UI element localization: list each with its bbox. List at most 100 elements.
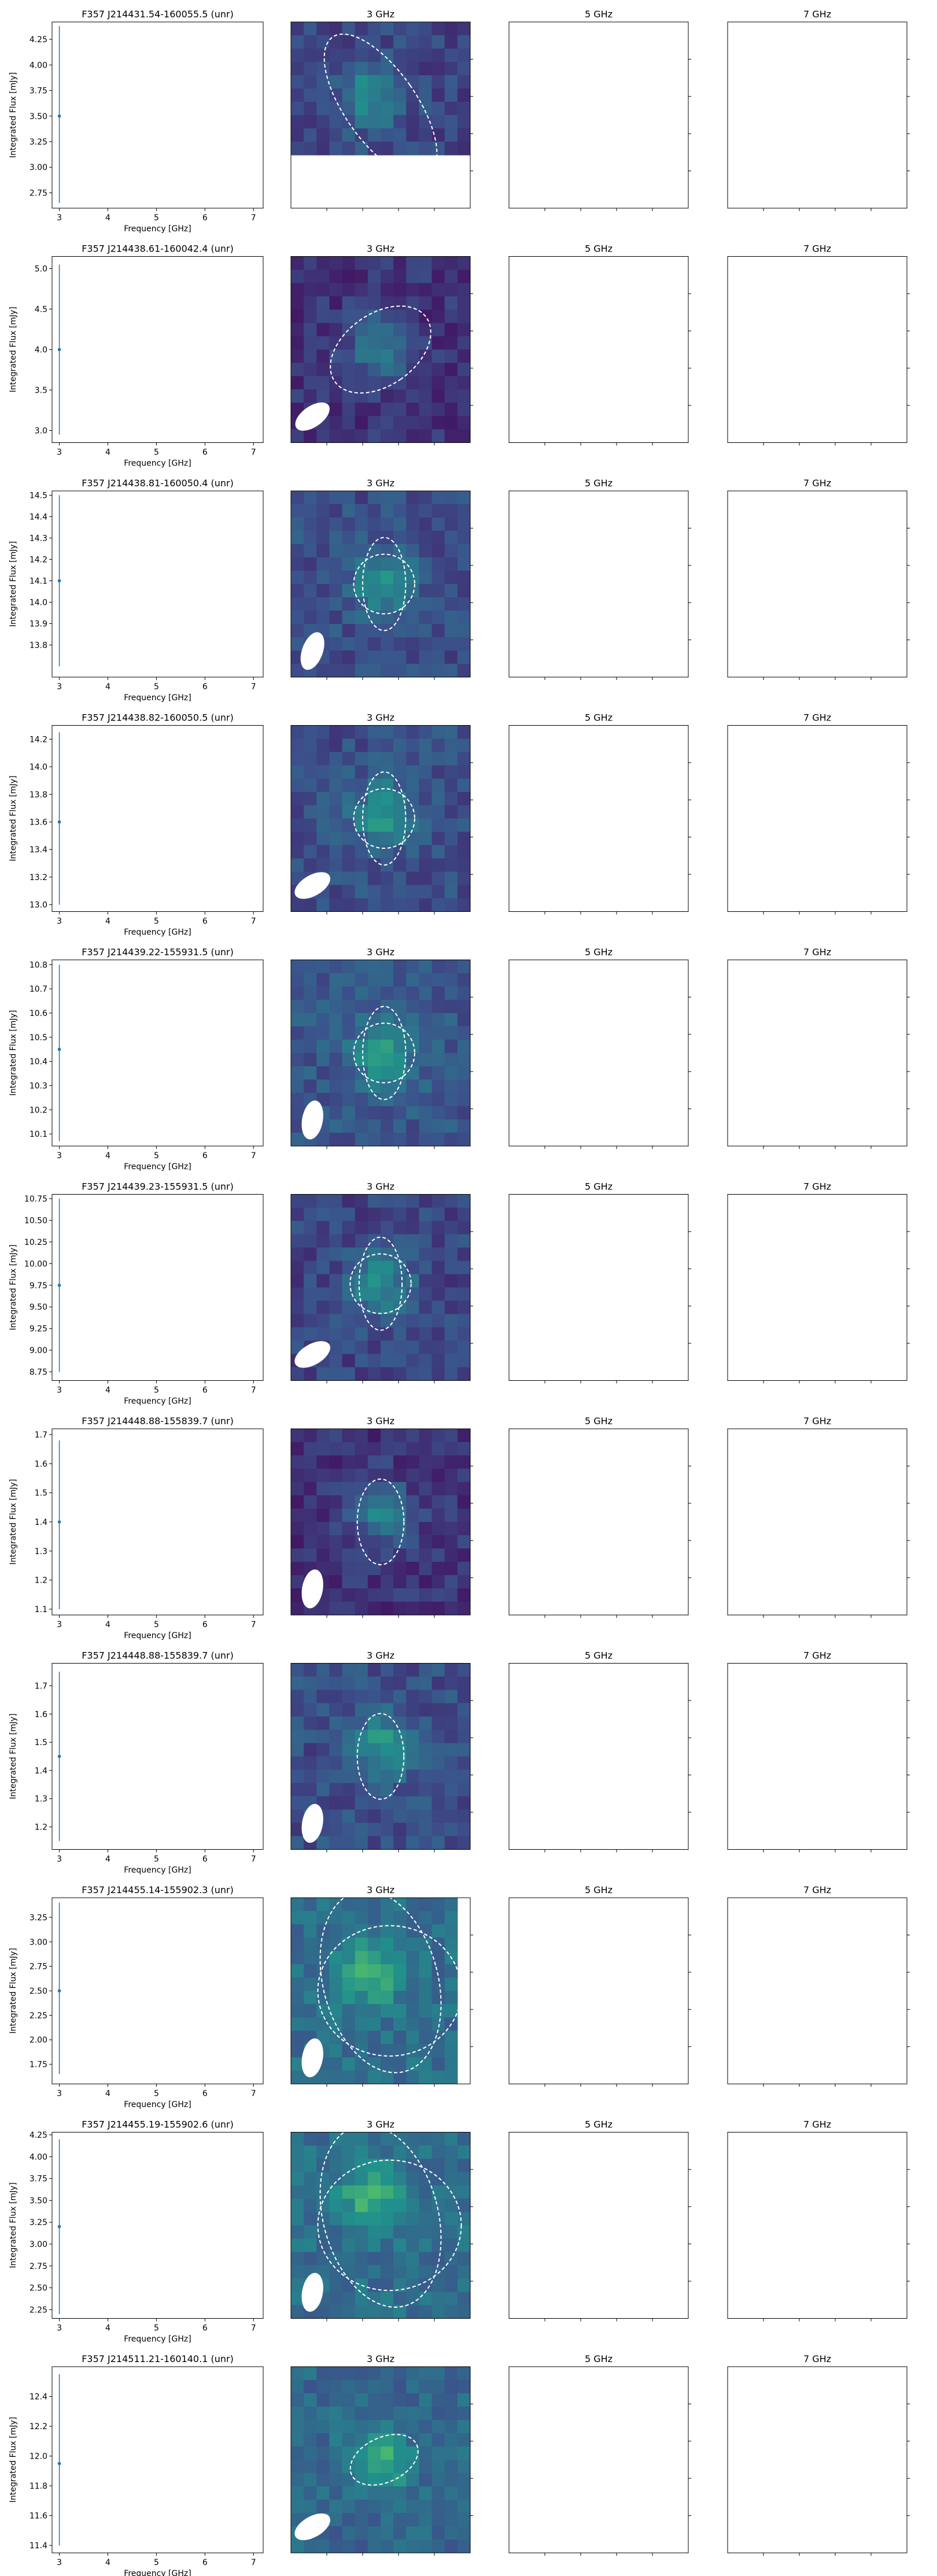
map-pixel xyxy=(316,1602,330,1615)
map-pixel xyxy=(329,651,343,664)
map-pixel xyxy=(367,491,381,505)
image-panel-title: 5 GHz xyxy=(585,1181,613,1192)
map-pixel xyxy=(393,1274,407,1288)
map-pixel xyxy=(444,2278,458,2293)
map-pixel xyxy=(316,142,330,156)
map-pixel xyxy=(329,2172,343,2186)
map-pixel xyxy=(431,531,445,545)
map-pixel xyxy=(444,2071,458,2084)
map-pixel xyxy=(291,256,304,271)
map-pixel xyxy=(355,1898,368,1912)
image-axes xyxy=(727,959,908,1147)
map-pixel xyxy=(304,1314,317,1328)
map-pixel xyxy=(342,2238,356,2253)
map-pixel xyxy=(444,2145,458,2160)
map-pixel xyxy=(342,1066,356,1080)
map-pixel xyxy=(355,1964,368,1978)
map-pixel xyxy=(457,283,470,297)
map-pixel xyxy=(304,115,317,129)
map-pixel xyxy=(355,363,368,377)
map-pixel xyxy=(393,142,407,156)
map-pixel xyxy=(304,1690,317,1704)
map-pixel xyxy=(291,35,304,49)
map-pixel xyxy=(304,2185,317,2200)
y-tick-label: 2.50 xyxy=(29,2284,47,2293)
row-9: F357 J214455.14-155902.3 (unr)3 4 5 6 7Frequ… xyxy=(9,1884,910,2109)
map-pixel xyxy=(457,531,470,545)
map-pixel xyxy=(444,2513,458,2527)
map-pixel xyxy=(406,1066,420,1080)
map-pixel xyxy=(457,2460,470,2474)
map-pixel xyxy=(419,2367,433,2381)
source-ellipse xyxy=(358,1236,403,1331)
map-pixel xyxy=(444,1796,458,1810)
map-pixel xyxy=(355,531,368,545)
map-pixel xyxy=(291,973,304,987)
map-pixel xyxy=(316,88,330,102)
map-pixel xyxy=(342,1482,356,1496)
map-pixel xyxy=(457,571,470,585)
map-pixel xyxy=(367,1978,381,1991)
map-pixel xyxy=(381,504,394,518)
map-pixel xyxy=(342,88,356,102)
y-axis-label: Integrated Flux [mJy] xyxy=(9,1479,18,1565)
map-pixel xyxy=(355,1729,368,1744)
map-pixel xyxy=(304,283,317,297)
map-pixel xyxy=(406,1588,420,1602)
map-pixel xyxy=(381,831,394,846)
map-pixel xyxy=(431,778,445,793)
map-pixel xyxy=(393,2198,407,2213)
map-pixel xyxy=(457,1509,470,1522)
map-pixel xyxy=(457,845,470,859)
map-pixel xyxy=(291,1836,304,1850)
map-pixel xyxy=(367,2367,381,2381)
map-pixel xyxy=(393,1690,407,1704)
y-tick-label: 10.1 xyxy=(29,1130,47,1139)
map-pixel xyxy=(457,429,470,443)
map-pixel xyxy=(304,973,317,987)
map-pixel xyxy=(457,269,470,284)
y-tick-label: 3.00 xyxy=(29,163,47,172)
map-pixel xyxy=(291,1951,304,1965)
map-pixel xyxy=(419,778,433,793)
x-tick-label: 3 xyxy=(57,2089,62,2098)
map-pixel xyxy=(431,2500,445,2514)
image-axes xyxy=(727,1663,908,1850)
map-pixel xyxy=(342,1602,356,1615)
map-pixel xyxy=(367,2446,381,2460)
map-pixel xyxy=(393,102,407,116)
map-pixel xyxy=(355,1924,368,1938)
map-pixel xyxy=(367,323,381,337)
source-ellipse xyxy=(330,305,431,394)
y-tick-label: 11.4 xyxy=(29,2541,47,2551)
map-pixel xyxy=(367,49,381,62)
map-pixel xyxy=(367,1535,381,1549)
map-pixel xyxy=(291,738,304,753)
map-pixel xyxy=(406,584,420,598)
map-pixel xyxy=(419,2486,433,2500)
map-pixel xyxy=(457,1327,470,1341)
map-pixel xyxy=(342,2420,356,2434)
beam-ellipse xyxy=(294,872,330,899)
map-pixel xyxy=(419,1898,433,1912)
x-tick-label: 7 xyxy=(251,2558,256,2567)
map-pixel xyxy=(431,1796,445,1810)
image-panel-title: 3 GHz xyxy=(367,478,394,489)
image-axes xyxy=(290,1897,471,2085)
spectrum-axes xyxy=(51,1194,264,1381)
map-pixel xyxy=(381,2212,394,2226)
y-axis-label: Integrated Flux [mJy] xyxy=(9,541,18,627)
map-pixel xyxy=(431,1040,445,1054)
x-tick-label: 5 xyxy=(154,213,159,223)
map-pixel xyxy=(329,363,343,377)
map-pixel xyxy=(342,1703,356,1717)
map-pixel xyxy=(457,2145,470,2160)
map-pixel xyxy=(291,1274,304,1288)
map-pixel xyxy=(355,2252,368,2266)
map-pixel xyxy=(393,1207,407,1222)
map-pixel xyxy=(406,1261,420,1275)
x-tick-label: 4 xyxy=(105,682,110,692)
map-pixel xyxy=(457,1729,470,1744)
map-pixel xyxy=(329,309,343,324)
map-pixel xyxy=(291,531,304,545)
